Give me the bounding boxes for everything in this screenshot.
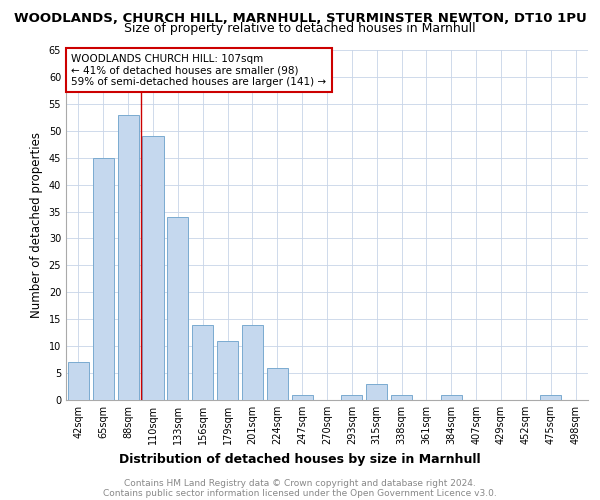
Y-axis label: Number of detached properties: Number of detached properties [30,132,43,318]
Text: Distribution of detached houses by size in Marnhull: Distribution of detached houses by size … [119,452,481,466]
Bar [217,341,238,400]
Bar [142,136,164,400]
Bar [540,394,561,400]
Bar [118,114,139,400]
Bar [441,394,462,400]
Bar [267,368,288,400]
Text: Contains public sector information licensed under the Open Government Licence v3: Contains public sector information licen… [103,489,497,498]
Bar [391,394,412,400]
Text: WOODLANDS, CHURCH HILL, MARNHULL, STURMINSTER NEWTON, DT10 1PU: WOODLANDS, CHURCH HILL, MARNHULL, STURMI… [14,12,586,26]
Text: Size of property relative to detached houses in Marnhull: Size of property relative to detached ho… [124,22,476,35]
Bar [366,384,387,400]
Text: WOODLANDS CHURCH HILL: 107sqm
← 41% of detached houses are smaller (98)
59% of s: WOODLANDS CHURCH HILL: 107sqm ← 41% of d… [71,54,326,86]
Bar [341,394,362,400]
Bar [192,324,213,400]
Bar [292,394,313,400]
Bar [68,362,89,400]
Bar [242,324,263,400]
Bar [93,158,114,400]
Text: Contains HM Land Registry data © Crown copyright and database right 2024.: Contains HM Land Registry data © Crown c… [124,479,476,488]
Bar [167,217,188,400]
